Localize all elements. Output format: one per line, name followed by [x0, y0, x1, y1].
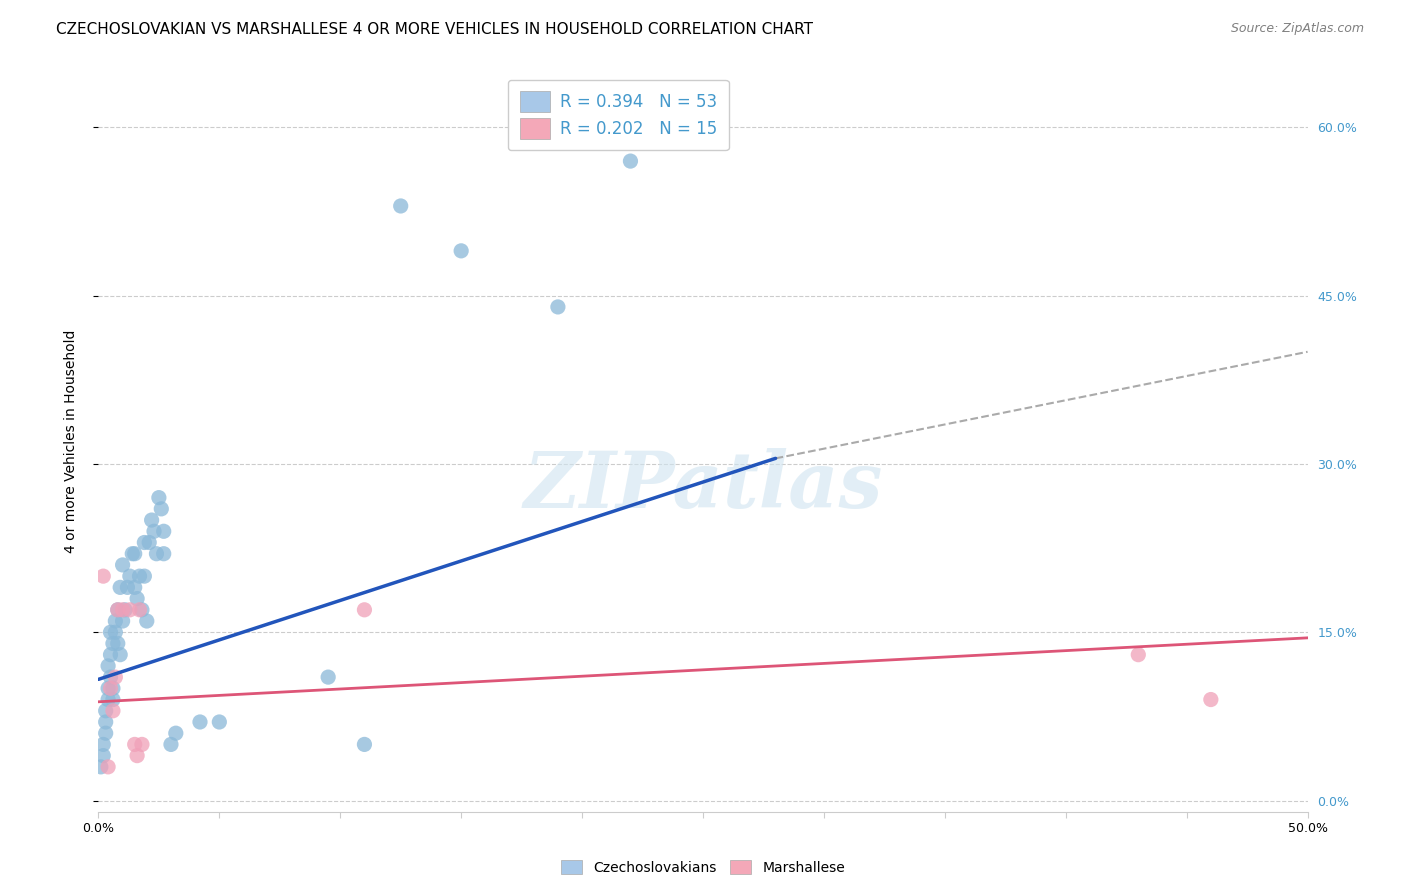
Point	[118, 603, 141, 617]
Point	[1199, 692, 1222, 706]
Point	[97, 760, 120, 774]
Point	[94, 714, 117, 729]
Point	[118, 569, 141, 583]
Text: CZECHOSLOVAKIAN VS MARSHALLESE 4 OR MORE VEHICLES IN HOUSEHOLD CORRELATION CHART: CZECHOSLOVAKIAN VS MARSHALLESE 4 OR MORE…	[56, 22, 813, 37]
Point	[128, 603, 150, 617]
Point	[145, 547, 167, 561]
Point	[104, 670, 127, 684]
Point	[100, 681, 122, 696]
Point	[124, 580, 146, 594]
Point	[104, 625, 127, 640]
Point	[353, 603, 375, 617]
Point	[111, 558, 134, 572]
Legend: R = 0.394   N = 53, R = 0.202   N = 15: R = 0.394 N = 53, R = 0.202 N = 15	[508, 79, 728, 151]
Point	[165, 726, 187, 740]
Point	[101, 681, 124, 696]
Text: Source: ZipAtlas.com: Source: ZipAtlas.com	[1230, 22, 1364, 36]
Point	[107, 636, 129, 650]
Point	[450, 244, 472, 258]
Point	[135, 614, 157, 628]
Point	[100, 625, 122, 640]
Point	[141, 513, 163, 527]
Point	[152, 547, 174, 561]
Point	[107, 603, 129, 617]
Legend: Czechoslovakians, Marshallese: Czechoslovakians, Marshallese	[555, 855, 851, 880]
Point	[131, 603, 153, 617]
Point	[108, 580, 131, 594]
Point	[100, 648, 122, 662]
Point	[188, 714, 211, 729]
Point	[619, 154, 641, 169]
Point	[90, 760, 112, 774]
Point	[101, 636, 124, 650]
Point	[97, 659, 120, 673]
Point	[121, 547, 143, 561]
Point	[124, 738, 146, 752]
Point	[104, 614, 127, 628]
Point	[131, 738, 153, 752]
Point	[91, 738, 114, 752]
Point	[353, 738, 375, 752]
Point	[101, 692, 124, 706]
Point	[128, 569, 150, 583]
Point	[100, 670, 122, 684]
Point	[127, 591, 149, 606]
Point	[94, 704, 117, 718]
Point	[111, 614, 134, 628]
Point	[97, 681, 120, 696]
Point	[134, 535, 156, 549]
Point	[160, 738, 183, 752]
Point	[152, 524, 174, 539]
Point	[97, 692, 120, 706]
Text: ZIPatlas: ZIPatlas	[523, 448, 883, 524]
Point	[316, 670, 339, 684]
Point	[107, 603, 129, 617]
Point	[127, 748, 149, 763]
Point	[138, 535, 160, 549]
Y-axis label: 4 or more Vehicles in Household: 4 or more Vehicles in Household	[63, 330, 77, 553]
Point	[101, 704, 124, 718]
Point	[134, 569, 156, 583]
Point	[389, 199, 412, 213]
Point	[148, 491, 170, 505]
Point	[124, 547, 146, 561]
Point	[91, 748, 114, 763]
Point	[91, 569, 114, 583]
Point	[111, 603, 134, 617]
Point	[547, 300, 569, 314]
Point	[150, 501, 173, 516]
Point	[117, 580, 139, 594]
Point	[143, 524, 166, 539]
Point	[94, 726, 117, 740]
Point	[208, 714, 231, 729]
Point	[1128, 648, 1150, 662]
Point	[114, 603, 136, 617]
Point	[108, 648, 131, 662]
